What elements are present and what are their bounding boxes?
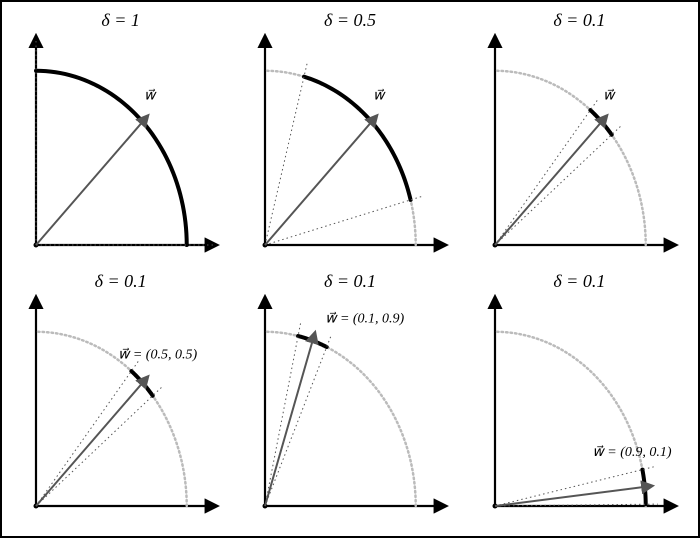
panel-title: δ = 0.1 (477, 271, 682, 292)
svg-text:w⃗: w⃗ (603, 89, 616, 104)
panel-2: δ = 0.5 w⃗ (247, 10, 452, 263)
panel-4: δ = 0.1 w⃗ = (0.5, 0.5) (18, 271, 223, 524)
panel-svg: w⃗ = (0.1, 0.9) (247, 293, 452, 524)
panel-plot: w⃗ (477, 32, 682, 263)
svg-text:w⃗: w⃗ (373, 89, 386, 104)
panel-svg: w⃗ (18, 32, 223, 263)
panel-plot: w⃗ (18, 32, 223, 263)
svg-text:w⃗ = (0.9, 0.1): w⃗ = (0.9, 0.1) (592, 445, 672, 460)
panel-title: δ = 0.1 (18, 271, 223, 292)
panel-title: δ = 0.1 (477, 10, 682, 31)
panel-plot: w⃗ = (0.1, 0.9) (247, 293, 452, 524)
panel-5: δ = 0.1 w⃗ = (0.1, 0.9) (247, 271, 452, 524)
panel-plot: w⃗ (247, 32, 452, 263)
figure-frame: δ = 1 w⃗ δ = 0.5 w⃗ δ = 0.1 w⃗ δ = 0.1 w… (0, 0, 700, 538)
panel-plot: w⃗ = (0.9, 0.1) (477, 293, 682, 524)
panel-6: δ = 0.1 w⃗ = (0.9, 0.1) (477, 271, 682, 524)
svg-text:w⃗: w⃗ (144, 89, 157, 104)
panel-plot: w⃗ = (0.5, 0.5) (18, 293, 223, 524)
panel-1: δ = 1 w⃗ (18, 10, 223, 263)
panel-svg: w⃗ (477, 32, 682, 263)
panel-svg: w⃗ = (0.9, 0.1) (477, 293, 682, 524)
panel-title: δ = 0.5 (247, 10, 452, 31)
panel-svg: w⃗ (247, 32, 452, 263)
svg-text:w⃗ = (0.1, 0.9): w⃗ = (0.1, 0.9) (325, 311, 405, 326)
panel-title: δ = 1 (18, 10, 223, 31)
panel-title: δ = 0.1 (247, 271, 452, 292)
panel-svg: w⃗ = (0.5, 0.5) (18, 293, 223, 524)
panel-3: δ = 0.1 w⃗ (477, 10, 682, 263)
svg-text:w⃗ = (0.5, 0.5): w⃗ = (0.5, 0.5) (118, 348, 198, 363)
